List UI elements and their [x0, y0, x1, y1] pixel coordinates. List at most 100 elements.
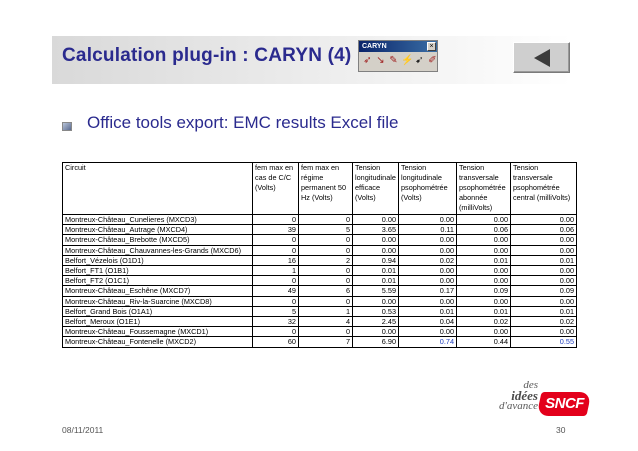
value-cell: 5	[298, 224, 353, 236]
value-cell: 0	[298, 326, 353, 338]
value-cell: 0.00	[352, 234, 399, 246]
value-cell: 0	[252, 234, 299, 246]
value-cell: 0.00	[510, 265, 577, 277]
value-cell: 0.00	[510, 244, 577, 256]
value-cell: 0	[298, 295, 353, 307]
value-cell: 16	[252, 254, 299, 267]
value-cell: 0.00	[456, 244, 511, 256]
value-cell: 0.00	[398, 275, 457, 287]
table-row: Montreux-Château_Eschêne (MXCD7) 49 6 5.59 0…	[62, 285, 577, 297]
toolbar-icons: ➶ ↘ ✎ ⚡ ➹ ✐	[362, 54, 438, 68]
table-row: Belfort_Vézelois (O1D1) 16 2 0.94 0.02 0.01 0.…	[62, 254, 577, 267]
value-cell: 6	[298, 285, 353, 297]
tagline-line: des	[523, 379, 538, 391]
value-cell: 49	[252, 285, 299, 297]
close-icon[interactable]: ×	[427, 42, 436, 51]
table-header-row: Circuit fem max en cas de C/C (Volts) fe…	[62, 162, 577, 215]
value-cell: 0	[252, 275, 299, 287]
value-cell: 0.00	[398, 295, 457, 307]
column-header: fem max en régime permanent 50 Hz (Volts…	[298, 162, 353, 215]
caryn-toolbar[interactable]: CARYN × ➶ ↘ ✎ ⚡ ➹ ✐	[358, 40, 438, 72]
value-cell: 7	[298, 336, 353, 348]
title-band	[52, 36, 572, 84]
value-cell: 0.11	[398, 224, 457, 236]
table-row: Montreux-Château_Fontenelle (MXCD2) 60 7 6.…	[62, 336, 577, 348]
value-cell: 0.00	[352, 244, 399, 256]
value-cell: 0.00	[510, 213, 577, 226]
value-cell: 0.02	[456, 316, 511, 328]
value-cell: 39	[252, 224, 299, 236]
page-number: 30	[556, 425, 566, 435]
table-row: Montreux-Château_Cunelieres (MXCD3) 0 0 0.0…	[62, 213, 577, 226]
table-row: Montreux-Château_Riv-la-Suarcine (MXCD8)…	[62, 295, 577, 307]
value-cell: 0.00	[510, 234, 577, 246]
value-cell: 0.00	[398, 244, 457, 256]
tool-icon-2[interactable]: ↘	[376, 55, 385, 66]
circuit-cell: Belfort_Grand Bois (O1A1)	[62, 305, 253, 318]
value-cell: 0	[252, 244, 299, 256]
value-cell: 0.00	[510, 275, 577, 287]
value-cell: 0.09	[456, 285, 511, 297]
value-cell: 0.00	[456, 295, 511, 307]
circuit-cell: Belfort_Meroux (O1E1)	[62, 316, 253, 328]
value-cell: 1	[252, 265, 299, 277]
value-cell: 0.01	[456, 254, 511, 267]
previous-button[interactable]	[513, 42, 570, 73]
value-cell: 0.53	[352, 305, 399, 318]
footer-date: 08/11/2011	[62, 425, 104, 435]
circuit-cell: Montreux-Château_Fontenelle (MXCD2)	[62, 336, 253, 348]
value-cell: 0.06	[456, 224, 511, 236]
circuit-cell: Belfort_FT2 (O1C1)	[62, 275, 253, 287]
value-cell: 0.02	[398, 254, 457, 267]
value-cell: 0.00	[456, 275, 511, 287]
value-cell: 0	[298, 244, 353, 256]
value-cell: 0.00	[510, 326, 577, 338]
value-cell: 0	[298, 213, 353, 226]
toolbar-titlebar[interactable]: CARYN	[359, 41, 437, 52]
value-cell: 0.00	[510, 295, 577, 307]
value-cell: 0.01	[510, 305, 577, 318]
circuit-cell: Montreux-Château_Autrage (MXCD4)	[62, 224, 253, 236]
tagline-line: d'avance	[499, 400, 538, 412]
column-header: Tension transversale psophométrée centra…	[510, 162, 577, 215]
value-cell: 0.94	[352, 254, 399, 267]
value-cell: 0.00	[352, 295, 399, 307]
column-header: Tension transversale psophométrée abonné…	[456, 162, 511, 215]
value-cell: 0.01	[456, 305, 511, 318]
value-cell: 0.00	[352, 326, 399, 338]
table-row: Montreux-Château_Foussemagne (MXCD1) 0 0 0.…	[62, 326, 577, 338]
value-cell: 0.01	[352, 265, 399, 277]
value-cell: 0.00	[398, 234, 457, 246]
circuit-cell: Montreux-Château_Eschêne (MXCD7)	[62, 285, 253, 297]
value-cell: 0.00	[456, 234, 511, 246]
value-cell: 4	[298, 316, 353, 328]
tagline-line: idées	[511, 387, 538, 403]
circuit-cell: Montreux-Château_Riv-la-Suarcine (MXCD8)	[62, 295, 253, 307]
column-header: Tension longitudinale psophométrée (Volt…	[398, 162, 457, 215]
value-cell: 6.90	[352, 336, 399, 348]
emc-results-table: Circuit fem max en cas de C/C (Volts) fe…	[62, 162, 577, 348]
tool-icon-6[interactable]: ✐	[428, 55, 437, 66]
value-cell: 0.44	[456, 336, 511, 348]
table-body: Montreux-Château_Cunelieres (MXCD3) 0 0 0.0…	[62, 213, 577, 348]
value-cell: 0.00	[398, 326, 457, 338]
bullet-text: Office tools export: EMC results Excel f…	[87, 113, 399, 132]
tool-icon-1[interactable]: ➶	[363, 55, 372, 66]
value-cell: 0.02	[510, 316, 577, 328]
tool-icon-3[interactable]: ✎	[389, 55, 398, 66]
value-cell: 60	[252, 336, 299, 348]
value-cell: 0	[298, 275, 353, 287]
table-row: Belfort_Meroux (O1E1) 32 4 2.45 0.04 0.02 0.02	[62, 316, 577, 328]
value-cell: 0.55	[510, 336, 577, 348]
value-cell: 0.00	[398, 265, 457, 277]
value-cell: 5	[252, 305, 299, 318]
value-cell: 0	[252, 213, 299, 226]
column-header: fem max en cas de C/C (Volts)	[252, 162, 299, 215]
column-header: Tension longitudinale efficace (Volts)	[352, 162, 399, 215]
tool-icon-5[interactable]: ➹	[415, 55, 424, 66]
value-cell: 0.00	[398, 213, 457, 226]
value-cell: 2	[298, 254, 353, 267]
circuit-cell: Belfort_FT1 (O1B1)	[62, 265, 253, 277]
value-cell: 0.09	[510, 285, 577, 297]
tool-icon-4[interactable]: ⚡	[401, 55, 414, 66]
